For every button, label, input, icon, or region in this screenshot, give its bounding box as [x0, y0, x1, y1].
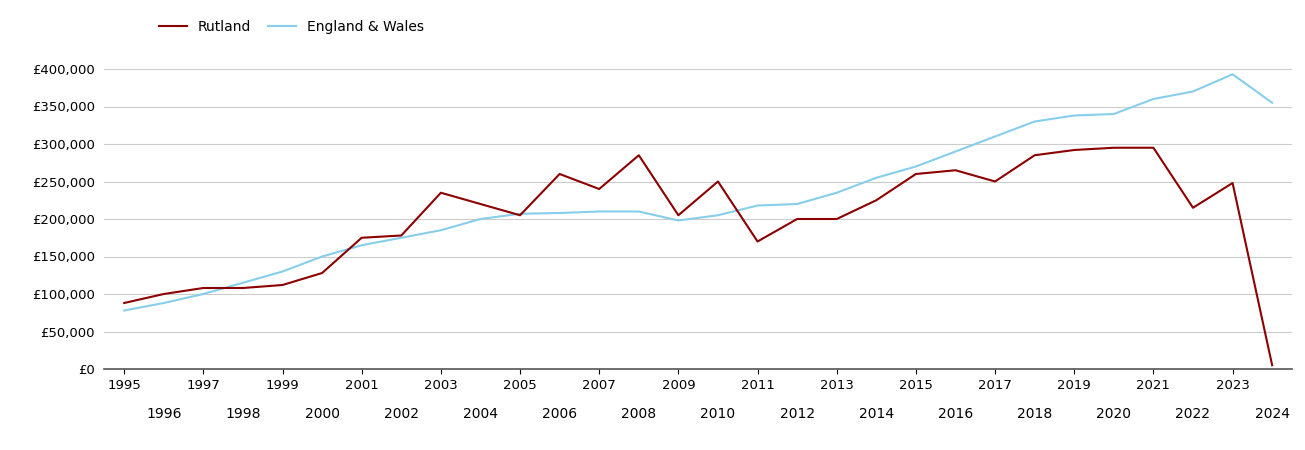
Rutland — [472, 201, 488, 207]
England & Wales — [315, 254, 330, 259]
Rutland — [196, 285, 211, 291]
Rutland — [1027, 153, 1043, 158]
Rutland — [1224, 180, 1240, 186]
England & Wales — [671, 218, 686, 223]
England & Wales — [1185, 89, 1201, 94]
Rutland — [275, 282, 291, 288]
England & Wales — [1146, 96, 1161, 102]
Rutland — [749, 239, 765, 244]
England & Wales — [393, 235, 408, 240]
England & Wales — [472, 216, 488, 222]
England & Wales — [908, 164, 924, 169]
England & Wales — [196, 291, 211, 297]
Rutland — [393, 233, 408, 238]
Rutland — [354, 235, 369, 240]
England & Wales — [1105, 111, 1121, 117]
Rutland — [552, 171, 568, 177]
Rutland — [1146, 145, 1161, 150]
Rutland — [1265, 363, 1280, 368]
Rutland — [868, 198, 883, 203]
England & Wales — [868, 175, 883, 180]
England & Wales — [354, 243, 369, 248]
England & Wales — [275, 269, 291, 274]
England & Wales — [235, 280, 251, 285]
Rutland — [908, 171, 924, 177]
Rutland — [591, 186, 607, 192]
Rutland — [512, 212, 527, 218]
Rutland — [790, 216, 805, 222]
England & Wales — [988, 134, 1004, 139]
England & Wales — [116, 308, 132, 313]
England & Wales — [433, 228, 449, 233]
Rutland — [315, 270, 330, 276]
England & Wales — [710, 212, 726, 218]
Rutland — [988, 179, 1004, 184]
England & Wales — [749, 203, 765, 208]
England & Wales — [155, 300, 171, 306]
Rutland — [1066, 147, 1082, 153]
Line: Rutland: Rutland — [124, 148, 1272, 365]
Rutland — [632, 153, 647, 158]
Rutland — [116, 300, 132, 306]
England & Wales — [591, 209, 607, 214]
Rutland — [710, 179, 726, 184]
England & Wales — [552, 210, 568, 216]
England & Wales — [1265, 100, 1280, 105]
Rutland — [155, 291, 171, 297]
Rutland — [433, 190, 449, 195]
England & Wales — [829, 190, 844, 195]
England & Wales — [790, 201, 805, 207]
England & Wales — [1224, 72, 1240, 77]
Rutland — [1185, 205, 1201, 211]
Rutland — [947, 167, 963, 173]
Rutland — [671, 212, 686, 218]
Line: England & Wales: England & Wales — [124, 74, 1272, 310]
Rutland — [235, 285, 251, 291]
Rutland — [1105, 145, 1121, 150]
England & Wales — [632, 209, 647, 214]
Legend: Rutland, England & Wales: Rutland, England & Wales — [159, 20, 424, 34]
Rutland — [829, 216, 844, 222]
England & Wales — [1027, 119, 1043, 124]
England & Wales — [1066, 113, 1082, 118]
England & Wales — [512, 211, 527, 216]
England & Wales — [947, 149, 963, 154]
